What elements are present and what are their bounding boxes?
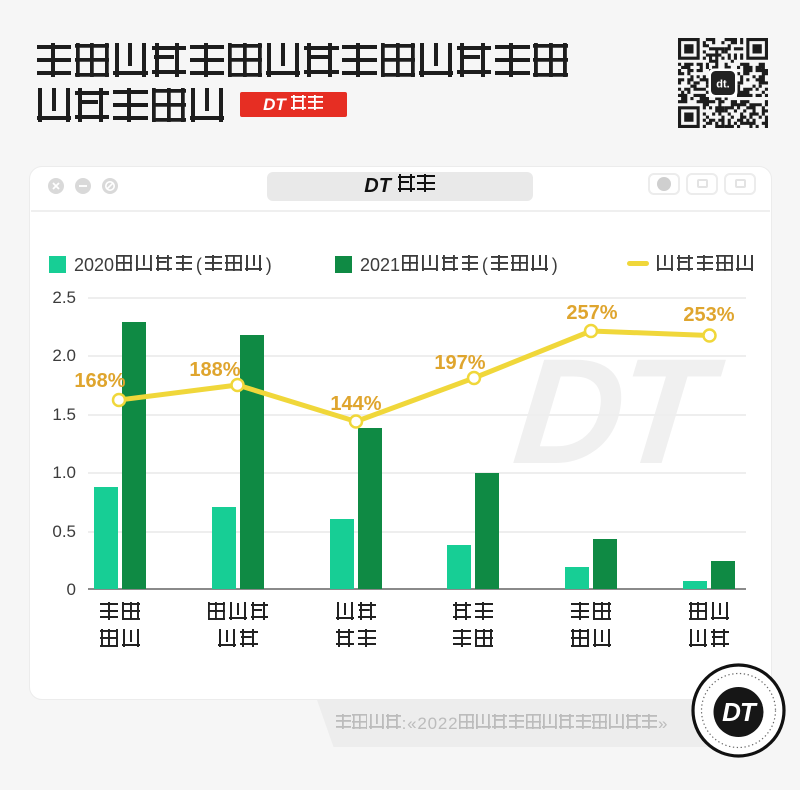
svg-text:dt.: dt.: [716, 79, 729, 91]
svg-text:DT: DT: [722, 697, 758, 727]
